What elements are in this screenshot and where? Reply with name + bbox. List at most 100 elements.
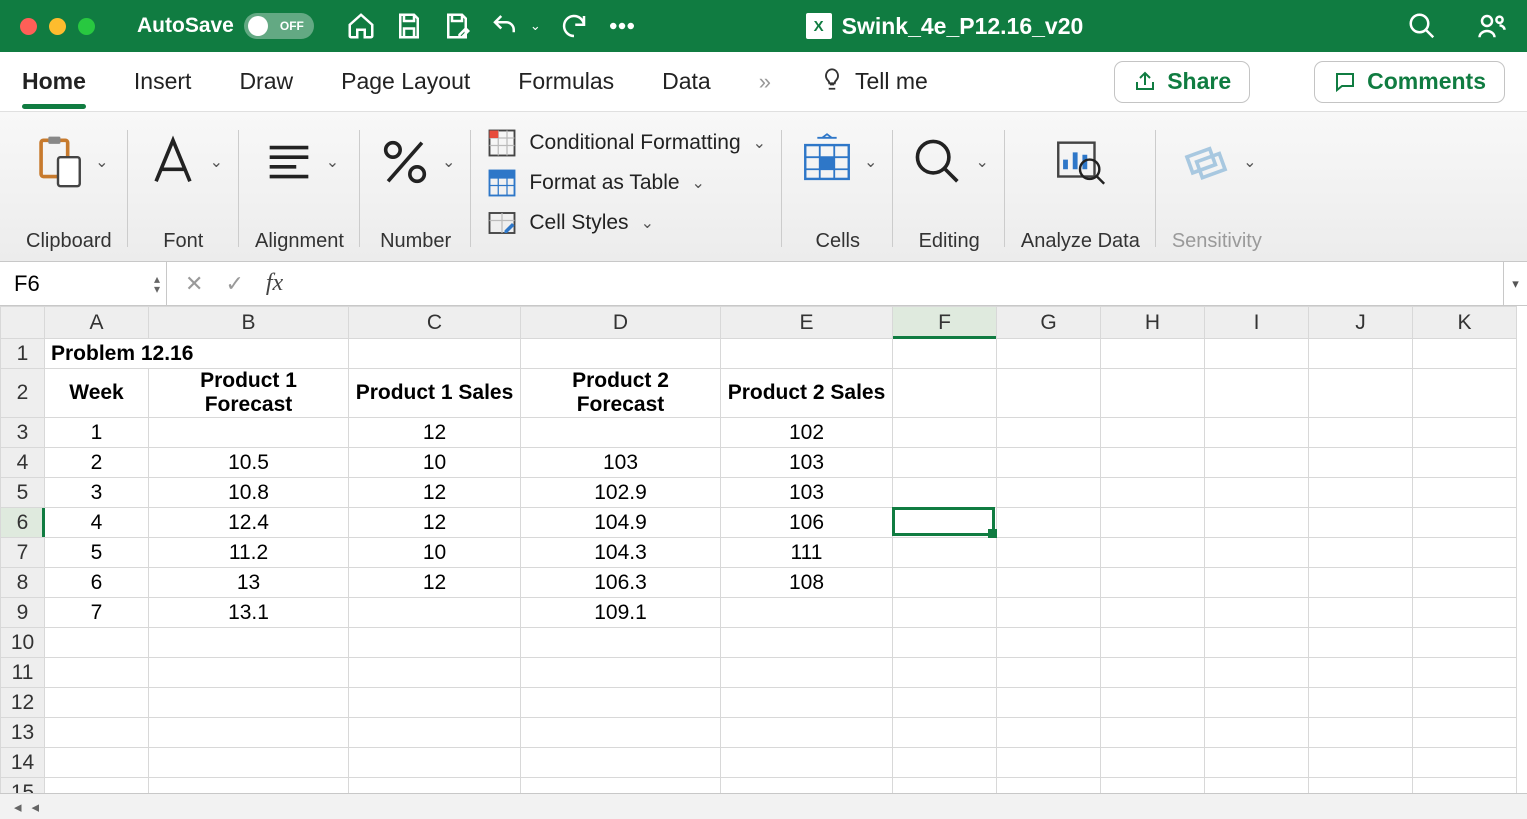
close-window-button[interactable] — [20, 18, 37, 35]
cell-C7[interactable]: 10 — [349, 538, 521, 568]
cell-C3[interactable]: 12 — [349, 418, 521, 448]
cell-C9[interactable] — [349, 598, 521, 628]
minimize-window-button[interactable] — [49, 18, 66, 35]
col-header-I[interactable]: I — [1205, 307, 1309, 339]
cell-A14[interactable] — [45, 748, 149, 778]
cell-B6[interactable]: 12.4 — [149, 508, 349, 538]
cell-E8[interactable]: 108 — [721, 568, 893, 598]
cell-D5[interactable]: 102.9 — [521, 478, 721, 508]
chevron-down-icon[interactable]: ⌄ — [692, 173, 705, 193]
cell-J10[interactable] — [1309, 628, 1413, 658]
font-button[interactable]: ⌄ — [144, 122, 223, 202]
name-box-spinner[interactable]: ▴▾ — [154, 274, 160, 294]
cell-F2[interactable] — [893, 369, 997, 418]
cell-F11[interactable] — [893, 658, 997, 688]
cell-G10[interactable] — [997, 628, 1101, 658]
cell-B4[interactable]: 10.5 — [149, 448, 349, 478]
cell-J9[interactable] — [1309, 598, 1413, 628]
cell-I5[interactable] — [1205, 478, 1309, 508]
cell-H13[interactable] — [1101, 718, 1205, 748]
cell-B7[interactable]: 11.2 — [149, 538, 349, 568]
cell-F7[interactable] — [893, 538, 997, 568]
cell-F13[interactable] — [893, 718, 997, 748]
chevron-down-icon[interactable]: ⌄ — [95, 152, 108, 172]
cell-E14[interactable] — [721, 748, 893, 778]
cell-D7[interactable]: 104.3 — [521, 538, 721, 568]
cell-I3[interactable] — [1205, 418, 1309, 448]
row-header-8[interactable]: 8 — [1, 568, 45, 598]
cell-I8[interactable] — [1205, 568, 1309, 598]
cell-D12[interactable] — [521, 688, 721, 718]
cell-A5[interactable]: 3 — [45, 478, 149, 508]
home-icon[interactable] — [346, 11, 376, 41]
cell-F8[interactable] — [893, 568, 997, 598]
cell-E2[interactable]: Product 2 Sales — [721, 369, 893, 418]
cell-I13[interactable] — [1205, 718, 1309, 748]
row-header-7[interactable]: 7 — [1, 538, 45, 568]
cell-E9[interactable] — [721, 598, 893, 628]
cell-E4[interactable]: 103 — [721, 448, 893, 478]
cell-H5[interactable] — [1101, 478, 1205, 508]
cell-J6[interactable] — [1309, 508, 1413, 538]
col-header-G[interactable]: G — [997, 307, 1101, 339]
cell-C10[interactable] — [349, 628, 521, 658]
col-header-D[interactable]: D — [521, 307, 721, 339]
cell-I2[interactable] — [1205, 369, 1309, 418]
cell-C8[interactable]: 12 — [349, 568, 521, 598]
accept-formula-icon[interactable]: ✓ — [225, 271, 243, 297]
tab-formulas[interactable]: Formulas — [518, 52, 614, 111]
cell-D8[interactable]: 106.3 — [521, 568, 721, 598]
save-icon[interactable] — [394, 11, 424, 41]
cell-D4[interactable]: 103 — [521, 448, 721, 478]
cell-H8[interactable] — [1101, 568, 1205, 598]
cell-J2[interactable] — [1309, 369, 1413, 418]
cell-E3[interactable]: 102 — [721, 418, 893, 448]
cell-I4[interactable] — [1205, 448, 1309, 478]
cell-B10[interactable] — [149, 628, 349, 658]
tab-insert[interactable]: Insert — [134, 52, 192, 111]
cell-G1[interactable] — [997, 339, 1101, 369]
cell-J14[interactable] — [1309, 748, 1413, 778]
cell-G9[interactable] — [997, 598, 1101, 628]
cell-C14[interactable] — [349, 748, 521, 778]
cell-K5[interactable] — [1413, 478, 1517, 508]
save-as-icon[interactable] — [442, 11, 472, 41]
cell-J12[interactable] — [1309, 688, 1413, 718]
cell-G4[interactable] — [997, 448, 1101, 478]
col-header-C[interactable]: C — [349, 307, 521, 339]
name-box[interactable]: F6 ▴▾ — [0, 262, 167, 305]
row-header-9[interactable]: 9 — [1, 598, 45, 628]
cell-K1[interactable] — [1413, 339, 1517, 369]
conditional-formatting-button[interactable]: Conditional Formatting ⌄ — [487, 128, 766, 158]
cell-F5[interactable] — [893, 478, 997, 508]
row-header-6[interactable]: 6 — [1, 508, 45, 538]
editing-button[interactable]: ⌄ — [909, 122, 988, 202]
cell-E1[interactable] — [721, 339, 893, 369]
cell-K9[interactable] — [1413, 598, 1517, 628]
cell-E7[interactable]: 111 — [721, 538, 893, 568]
cell-B5[interactable]: 10.8 — [149, 478, 349, 508]
cell-I9[interactable] — [1205, 598, 1309, 628]
cell-A2[interactable]: Week — [45, 369, 149, 418]
col-header-H[interactable]: H — [1101, 307, 1205, 339]
cell-G13[interactable] — [997, 718, 1101, 748]
document-title[interactable]: X Swink_4e_P12.16_v20 — [806, 13, 1084, 40]
col-header-B[interactable]: B — [149, 307, 349, 339]
cell-C12[interactable] — [349, 688, 521, 718]
cell-A13[interactable] — [45, 718, 149, 748]
spreadsheet-grid[interactable]: ABCDEFGHIJK 1Problem 12.162WeekProduct 1… — [0, 306, 1517, 808]
row-header-1[interactable]: 1 — [1, 339, 45, 369]
cell-D3[interactable] — [521, 418, 721, 448]
cell-F12[interactable] — [893, 688, 997, 718]
cells-button[interactable]: ⌄ — [798, 122, 877, 202]
select-all-corner[interactable] — [1, 307, 45, 339]
row-header-3[interactable]: 3 — [1, 418, 45, 448]
row-header-4[interactable]: 4 — [1, 448, 45, 478]
row-header-12[interactable]: 12 — [1, 688, 45, 718]
cell-H9[interactable] — [1101, 598, 1205, 628]
cell-A7[interactable]: 5 — [45, 538, 149, 568]
col-header-E[interactable]: E — [721, 307, 893, 339]
sheet-nav-first[interactable]: ◂ — [14, 798, 22, 816]
cell-A6[interactable]: 4 — [45, 508, 149, 538]
formula-bar-expand[interactable]: ▾ — [1503, 262, 1527, 305]
